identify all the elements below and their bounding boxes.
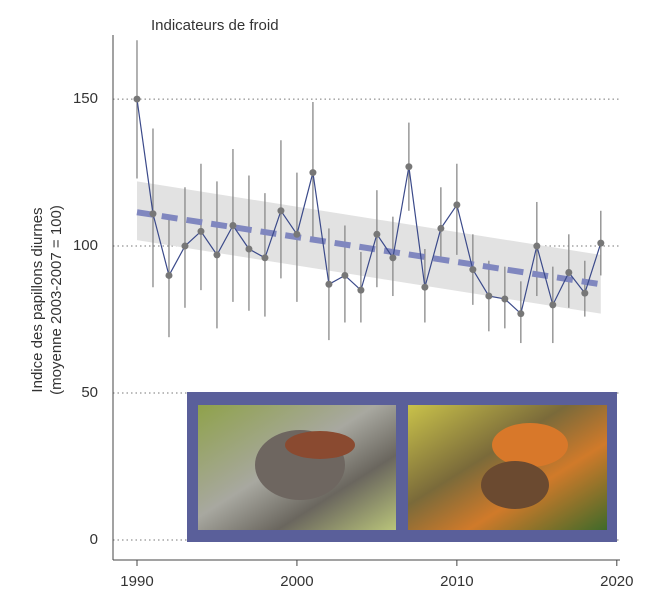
- data-point: [245, 245, 252, 252]
- data-point: [165, 272, 172, 279]
- chart-title: Indicateurs de froid: [151, 17, 279, 34]
- data-point: [277, 207, 284, 214]
- data-point: [181, 243, 188, 250]
- data-point: [149, 210, 156, 217]
- y-tick-label: 50: [81, 384, 98, 401]
- data-point: [325, 281, 332, 288]
- data-point: [501, 295, 508, 302]
- chart: Indicateurs de froid Indice des papillon…: [0, 0, 645, 592]
- data-point: [437, 225, 444, 232]
- data-point: [405, 163, 412, 170]
- data-point: [341, 272, 348, 279]
- data-point: [517, 310, 524, 317]
- data-point: [229, 222, 236, 229]
- x-tick-label: 2000: [280, 573, 313, 590]
- y-tick-label: 0: [90, 531, 98, 548]
- data-point: [309, 169, 316, 176]
- data-point: [293, 231, 300, 238]
- x-tick-label: 2020: [600, 573, 633, 590]
- data-point: [133, 96, 140, 103]
- data-point: [389, 254, 396, 261]
- data-point: [565, 269, 572, 276]
- data-point: [533, 243, 540, 250]
- photo-detail: [285, 431, 355, 459]
- data-point: [421, 284, 428, 291]
- data-point: [597, 240, 604, 247]
- photo-detail: [492, 423, 568, 467]
- y-tick-label: 100: [73, 237, 98, 254]
- photo-panel: [187, 392, 617, 542]
- data-point: [453, 201, 460, 208]
- data-point: [469, 266, 476, 273]
- x-tick-label: 1990: [120, 573, 153, 590]
- photo-detail: [481, 461, 549, 509]
- data-point: [581, 290, 588, 297]
- data-point: [549, 301, 556, 308]
- data-point: [197, 228, 204, 235]
- x-tick-label: 2010: [440, 573, 473, 590]
- data-point: [261, 254, 268, 261]
- data-point: [357, 287, 364, 294]
- y-tick-label: 150: [73, 90, 98, 107]
- y-axis-label: (moyenne 2003-2007 = 100): [48, 205, 65, 395]
- data-point: [373, 231, 380, 238]
- data-point: [213, 251, 220, 258]
- data-point: [485, 293, 492, 300]
- y-axis-label: Indice des papillons diurnes: [29, 207, 46, 392]
